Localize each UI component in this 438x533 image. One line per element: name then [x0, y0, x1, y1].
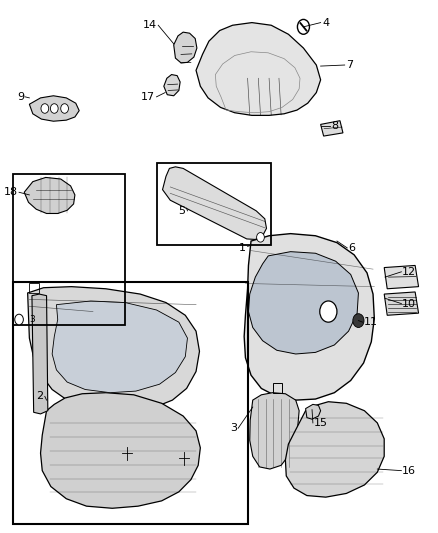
Polygon shape [306, 405, 321, 419]
Circle shape [61, 104, 68, 114]
Circle shape [353, 314, 364, 327]
Bar [29, 284, 39, 293]
Text: 8: 8 [332, 121, 339, 131]
Text: 18: 18 [4, 187, 18, 197]
Polygon shape [164, 75, 180, 96]
Polygon shape [250, 393, 299, 469]
Text: 5: 5 [178, 206, 185, 216]
Polygon shape [29, 96, 79, 121]
Polygon shape [41, 393, 200, 508]
Text: 12: 12 [402, 267, 417, 277]
Text: 4: 4 [323, 18, 330, 28]
Text: 14: 14 [143, 20, 157, 30]
Text: 10: 10 [402, 298, 416, 309]
Text: 11: 11 [364, 317, 378, 327]
Polygon shape [32, 294, 48, 414]
Polygon shape [24, 177, 75, 214]
Polygon shape [174, 32, 197, 63]
Circle shape [41, 104, 49, 114]
Circle shape [320, 301, 337, 322]
Polygon shape [244, 233, 374, 400]
Polygon shape [248, 252, 358, 354]
Text: 16: 16 [402, 466, 416, 475]
Polygon shape [28, 287, 199, 411]
Polygon shape [384, 265, 419, 289]
Bar [272, 383, 282, 393]
Circle shape [257, 232, 265, 242]
Text: 3: 3 [230, 423, 237, 433]
Polygon shape [384, 292, 419, 316]
Circle shape [50, 104, 58, 114]
Bar [157, 163, 271, 245]
Circle shape [15, 314, 23, 325]
Polygon shape [321, 120, 343, 136]
Text: 15: 15 [314, 418, 328, 428]
Polygon shape [52, 301, 187, 393]
Bar [14, 174, 125, 325]
Polygon shape [196, 22, 321, 115]
Text: 17: 17 [141, 92, 155, 102]
Text: 1: 1 [238, 243, 245, 253]
Text: 6: 6 [349, 243, 356, 253]
Text: 9: 9 [17, 92, 24, 102]
Text: 2: 2 [36, 391, 43, 401]
Text: 3: 3 [29, 315, 35, 324]
Bar [14, 282, 247, 523]
Polygon shape [162, 167, 266, 239]
Text: 7: 7 [346, 60, 353, 70]
Polygon shape [286, 402, 384, 497]
